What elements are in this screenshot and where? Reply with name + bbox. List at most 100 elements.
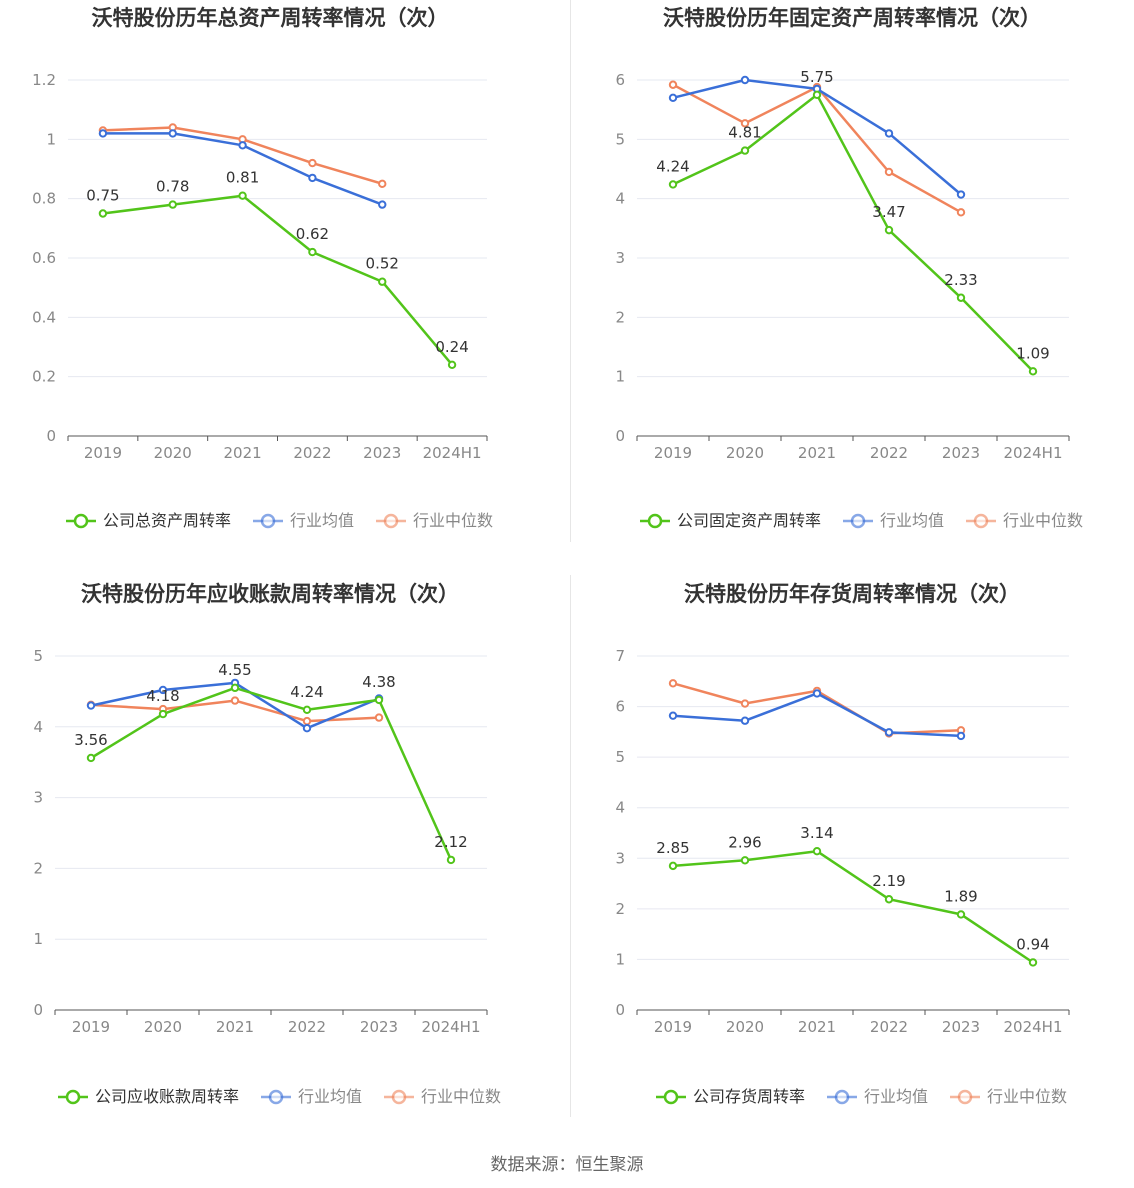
chart-panel-receivables-turnover: 沃特股份历年应收账款周转率情况（次） 0 1 2 3 4 5 2019 2020 2021 2022… — [0, 575, 567, 1135]
y-tick-label: 4 — [615, 799, 625, 817]
data-point-median — [308, 158, 317, 168]
x-tick-label: 2021 — [216, 1018, 254, 1036]
y-tick-label: 0.2 — [32, 368, 56, 386]
legend-marker-avg — [850, 513, 866, 529]
y-tick-label: 6 — [615, 698, 625, 716]
data-label: 3.47 — [872, 203, 905, 221]
data-point-median — [378, 179, 387, 189]
y-tick-label: 1 — [615, 950, 625, 968]
y-tick-label: 0.6 — [32, 249, 56, 267]
y-tick-label: 6 — [615, 71, 625, 89]
data-label: 0.78 — [156, 178, 189, 196]
y-tick-label: 0.8 — [32, 190, 56, 208]
data-label: 2.85 — [656, 839, 689, 857]
data-point-company — [230, 683, 240, 693]
data-point-avg — [740, 716, 750, 725]
legend-label-median: 行业中位数 — [1003, 511, 1083, 530]
data-label: 0.52 — [366, 255, 399, 273]
data-label: 2.33 — [944, 271, 977, 289]
data-point-median — [740, 119, 750, 128]
y-tick-label: 0 — [33, 1001, 43, 1019]
data-label: 1.89 — [944, 887, 977, 905]
x-tick-label: 2020 — [144, 1018, 182, 1036]
chart-title: 沃特股份历年固定资产周转率情况（次） — [663, 6, 1041, 30]
data-point-company — [740, 856, 750, 865]
legend-marker-company — [73, 513, 89, 529]
data-point-company — [740, 146, 750, 155]
y-tick-label: 2 — [615, 308, 625, 326]
data-point-avg — [158, 685, 168, 695]
x-tick-label: 2023 — [942, 1018, 980, 1036]
legend-marker-median — [391, 1089, 407, 1105]
data-point-company — [812, 847, 822, 856]
data-label: 0.94 — [1016, 935, 1049, 953]
series-line-company — [672, 849, 1034, 964]
data-point-avg — [302, 724, 312, 733]
y-tick-label: 3 — [615, 849, 625, 867]
x-tick-label: 2022 — [870, 1018, 908, 1036]
legend-label-median: 行业中位数 — [421, 1087, 501, 1106]
data-point-avg — [238, 141, 247, 150]
legend-label-company: 公司总资产周转率 — [103, 511, 231, 530]
data-point-median — [230, 696, 240, 705]
chart-title: 沃特股份历年存货周转率情况（次） — [684, 582, 1020, 606]
data-label: 3.56 — [74, 731, 107, 749]
data-point-avg — [308, 173, 317, 183]
data-label: 0.75 — [86, 187, 119, 205]
data-point-company — [98, 209, 108, 218]
y-tick-label: 0.4 — [32, 308, 56, 326]
legend-label-company: 公司固定资产周转率 — [677, 511, 821, 530]
data-label: 0.81 — [226, 169, 259, 187]
y-tick-label: 2 — [615, 900, 625, 918]
series-line-company — [672, 93, 1034, 373]
y-tick-label: 5 — [33, 647, 43, 665]
data-label: 2.12 — [434, 833, 467, 851]
chart-panel-inventory-turnover: 沃特股份历年存货周转率情况（次） 0 1 2 3 4 5 6 7 2019 2020 2021 2022… — [567, 575, 1134, 1135]
data-point-median — [884, 167, 894, 177]
x-tick-label: 2024H1 — [1004, 444, 1063, 462]
x-tick-label: 2021 — [798, 1018, 836, 1036]
legend-marker-company — [647, 513, 663, 529]
y-tick-label: 5 — [615, 748, 625, 766]
x-tick-label: 2021 — [798, 444, 836, 462]
legend-marker-median — [383, 513, 399, 529]
x-tick-label: 2019 — [72, 1018, 110, 1036]
data-label: 1.09 — [1016, 344, 1049, 362]
data-point-company — [956, 910, 966, 919]
y-tick-label: 1 — [33, 930, 43, 948]
legend-label-avg: 行业均值 — [290, 511, 354, 530]
data-point-median — [956, 208, 966, 217]
data-point-median — [740, 699, 750, 708]
y-tick-label: 2 — [33, 859, 43, 877]
data-label: 2.96 — [728, 833, 761, 851]
data-point-avg — [956, 190, 966, 199]
data-label: 4.38 — [362, 673, 395, 691]
series-line-median — [672, 83, 962, 214]
series-line-company — [102, 194, 454, 366]
x-tick-label: 2020 — [726, 1018, 764, 1036]
data-label: 0.24 — [435, 338, 468, 356]
data-point-avg — [168, 129, 177, 138]
chart-title: 沃特股份历年总资产周转率情况（次） — [92, 6, 449, 30]
y-tick-label: 5 — [615, 130, 625, 148]
data-point-company — [158, 709, 168, 719]
x-tick-label: 2019 — [654, 1018, 692, 1036]
data-point-avg — [668, 711, 678, 720]
legend-marker-median — [957, 1089, 973, 1105]
x-tick-label: 2022 — [870, 444, 908, 462]
data-point-company — [956, 293, 966, 302]
legend-marker-company — [663, 1089, 679, 1105]
data-point-avg — [668, 93, 678, 103]
legend-label-avg: 行业均值 — [880, 511, 944, 530]
data-point-company — [1028, 958, 1038, 967]
y-tick-label: 1.2 — [32, 71, 56, 89]
y-tick-label: 4 — [33, 718, 43, 736]
data-label: 4.18 — [146, 687, 179, 705]
data-point-company — [668, 861, 678, 871]
data-label: 4.55 — [218, 661, 251, 679]
legend-marker-avg — [268, 1089, 284, 1105]
y-tick-label: 0 — [615, 427, 625, 445]
data-point-avg — [740, 75, 750, 85]
data-point-avg — [812, 689, 822, 698]
